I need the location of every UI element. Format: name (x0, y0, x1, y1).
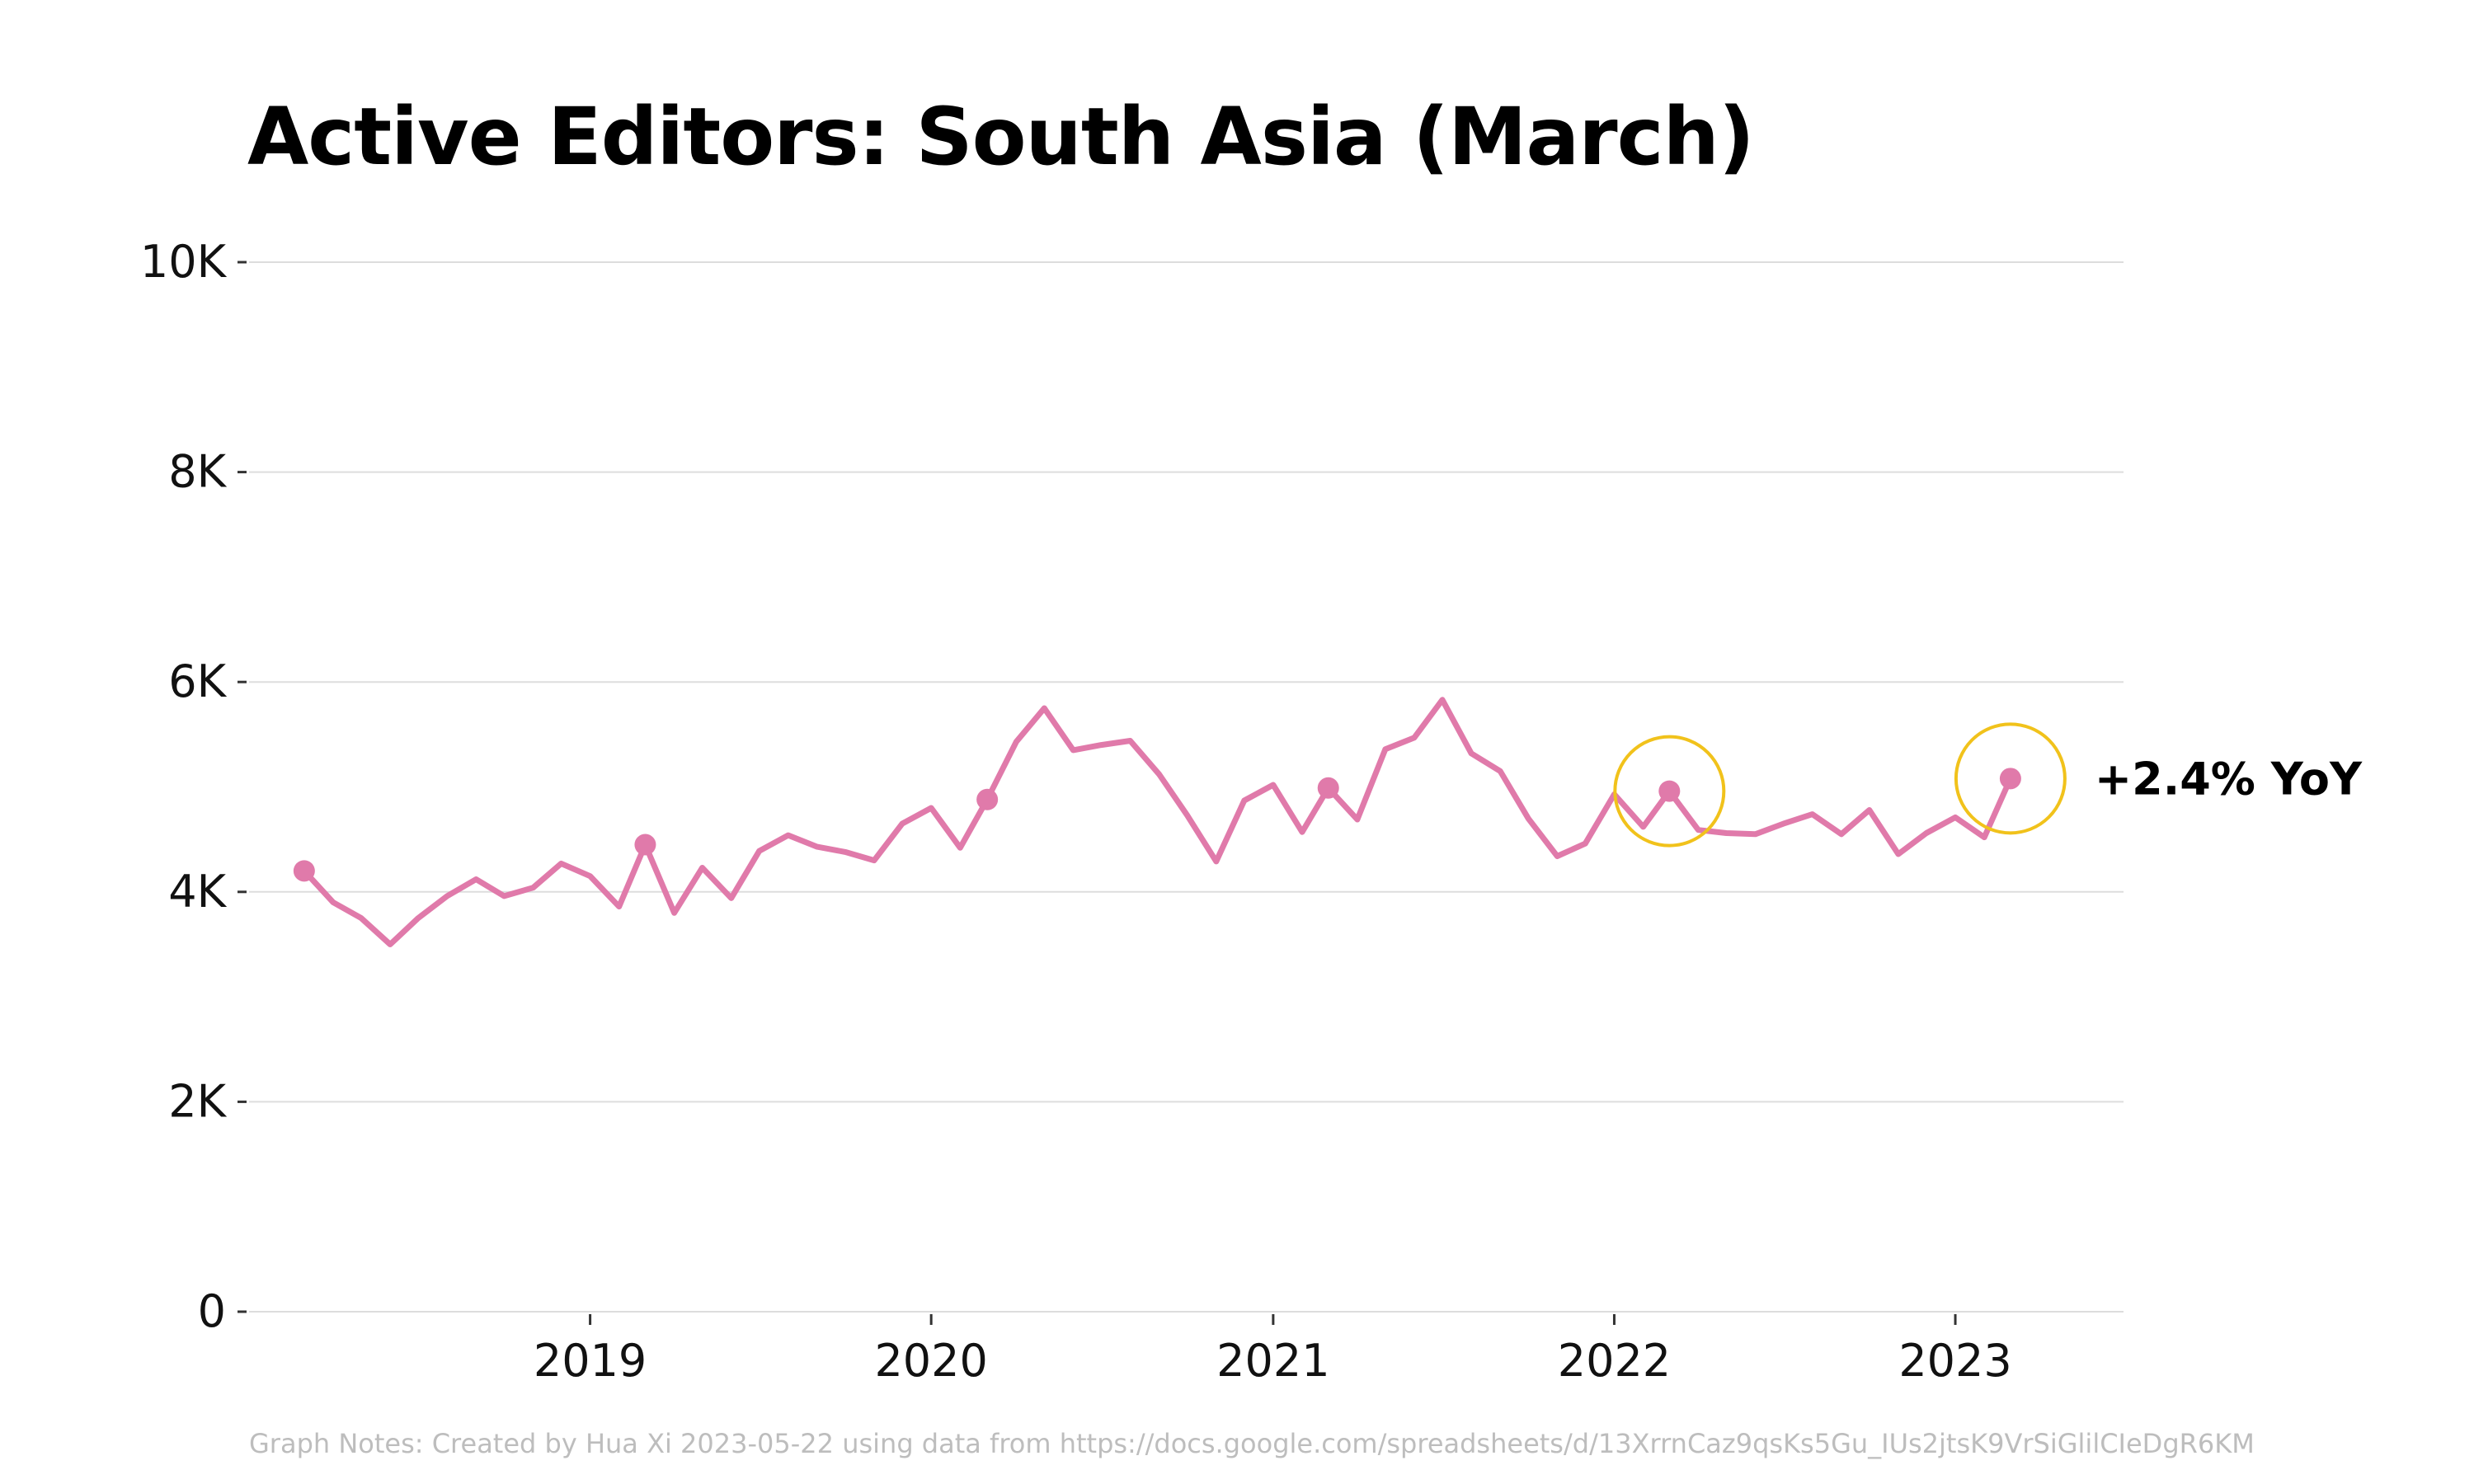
x-tick-label: 2019 (534, 1335, 647, 1387)
highlight-circle (1954, 722, 2067, 835)
x-tick-label: 2023 (1898, 1335, 2011, 1387)
gridlines (249, 261, 2124, 1313)
y-tick-label: 10K (140, 236, 228, 288)
data-point-march (976, 788, 999, 810)
x-tick-label: 2020 (874, 1335, 987, 1387)
series-line (301, 697, 2014, 947)
annotations: +2.4% YoY (1613, 722, 2363, 848)
x-tick-label: 2021 (1216, 1335, 1329, 1387)
y-tick-label: 6K (168, 655, 227, 707)
chart-title: Active Editors: South Asia (March) (247, 91, 1755, 183)
axes: 0 2K 4K 6K 8K 10K 2019 2020 2021 2022 2023 (140, 236, 2012, 1387)
y-tick-label: 0 (198, 1285, 226, 1337)
data-point-march (634, 834, 656, 856)
data-point-march (1999, 768, 2021, 790)
series-markers (293, 768, 2021, 882)
data-point-march (1658, 780, 1681, 802)
series-lines (301, 697, 2014, 947)
highlight-circle (1613, 735, 1726, 848)
y-tick-label: 2K (168, 1075, 227, 1127)
y-tick-label: 4K (168, 866, 227, 918)
yoy-annotation: +2.4% YoY (2095, 753, 2363, 805)
x-tick-label: 2022 (1558, 1335, 1671, 1387)
graph-notes: Graph Notes: Created by Hua Xi 2023-05-2… (249, 1428, 2255, 1459)
data-point-march (1317, 777, 1339, 799)
y-tick-label: 8K (168, 446, 227, 498)
data-point-march (293, 860, 315, 882)
